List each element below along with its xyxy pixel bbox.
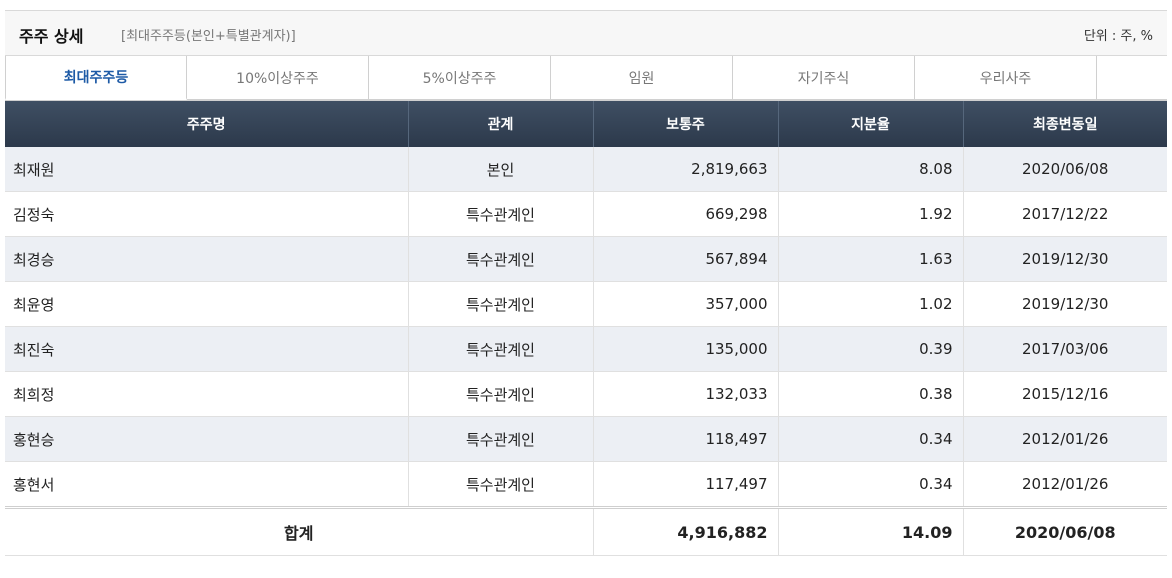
cell-ratio: 0.34 xyxy=(778,416,964,462)
cell-name: 최경승 xyxy=(5,236,409,282)
table-row: 김정숙 특수관계인 669,298 1.92 2017/12/22 xyxy=(5,191,1167,237)
tab-executives[interactable]: 임원 xyxy=(551,56,733,100)
column-header-relation: 관계 xyxy=(408,101,594,147)
column-header-last-change-date: 최종변동일 xyxy=(963,101,1167,147)
section-header: 주주 상세 [최대주주등(본인+특별관계자)] 단위 : 주, % xyxy=(5,10,1167,56)
cell-ratio: 0.38 xyxy=(778,371,964,417)
cell-ratio: 1.02 xyxy=(778,281,964,327)
cell-ratio: 0.34 xyxy=(778,461,964,508)
cell-date: 2020/06/08 xyxy=(963,147,1167,192)
table-header: 주주명 관계 보통주 지분율 최종변동일 xyxy=(5,101,1167,147)
cell-relation: 특수관계인 xyxy=(408,461,594,508)
total-date: 2020/06/08 xyxy=(963,506,1167,556)
cell-date: 2015/12/16 xyxy=(963,371,1167,417)
cell-name: 최윤영 xyxy=(5,281,409,327)
tab-employee-stock[interactable]: 우리사주 xyxy=(915,56,1097,100)
cell-relation: 특수관계인 xyxy=(408,281,594,327)
shareholder-table: 주주명 관계 보통주 지분율 최종변동일 최재원 본인 2,819,663 8.… xyxy=(5,101,1167,556)
cell-shares: 118,497 xyxy=(593,416,779,462)
table-row: 최경승 특수관계인 567,894 1.63 2019/12/30 xyxy=(5,236,1167,282)
cell-shares: 2,819,663 xyxy=(593,147,779,192)
tab-5pct-shareholders[interactable]: 5%이상주주 xyxy=(369,56,551,100)
cell-name: 김정숙 xyxy=(5,191,409,237)
cell-ratio: 8.08 xyxy=(778,147,964,192)
total-ratio: 14.09 xyxy=(778,506,964,556)
section-title: 주주 상세 xyxy=(19,27,84,46)
table-row: 최희정 특수관계인 132,033 0.38 2015/12/16 xyxy=(5,371,1167,417)
column-header-name: 주주명 xyxy=(5,101,409,147)
table-row: 홍현승 특수관계인 118,497 0.34 2012/01/26 xyxy=(5,416,1167,462)
cell-relation: 본인 xyxy=(408,147,594,192)
table-row: 최윤영 특수관계인 357,000 1.02 2019/12/30 xyxy=(5,281,1167,327)
tab-bar-filler xyxy=(1097,56,1167,100)
cell-date: 2019/12/30 xyxy=(963,281,1167,327)
tab-10pct-shareholders[interactable]: 10%이상주주 xyxy=(187,56,369,100)
cell-name: 홍현승 xyxy=(5,416,409,462)
unit-label: 단위 : 주, % xyxy=(1083,29,1153,44)
tab-largest-shareholders[interactable]: 최대주주등 xyxy=(5,56,187,100)
cell-relation: 특수관계인 xyxy=(408,191,594,237)
table-row: 홍현서 특수관계인 117,497 0.34 2012/01/26 xyxy=(5,461,1167,508)
cell-shares: 135,000 xyxy=(593,326,779,372)
table-total-row: 합계 4,916,882 14.09 2020/06/08 xyxy=(5,506,1167,556)
cell-ratio: 0.39 xyxy=(778,326,964,372)
total-shares: 4,916,882 xyxy=(593,506,779,556)
cell-shares: 357,000 xyxy=(593,281,779,327)
cell-name: 최재원 xyxy=(5,147,409,192)
table-body: 최재원 본인 2,819,663 8.08 2020/06/08 김정숙 특수관… xyxy=(5,147,1167,508)
cell-shares: 132,033 xyxy=(593,371,779,417)
total-label: 합계 xyxy=(5,506,594,556)
table-row: 최재원 본인 2,819,663 8.08 2020/06/08 xyxy=(5,147,1167,192)
table-row: 최진숙 특수관계인 135,000 0.39 2017/03/06 xyxy=(5,326,1167,372)
column-header-common-shares: 보통주 xyxy=(593,101,779,147)
section-subtitle: [최대주주등(본인+특별관계자)] xyxy=(121,29,296,44)
column-header-ratio: 지분율 xyxy=(778,101,964,147)
shareholder-detail-panel: 주주 상세 [최대주주등(본인+특별관계자)] 단위 : 주, % 최대주주등 … xyxy=(5,10,1167,556)
cell-relation: 특수관계인 xyxy=(408,416,594,462)
cell-relation: 특수관계인 xyxy=(408,371,594,417)
cell-relation: 특수관계인 xyxy=(408,326,594,372)
cell-date: 2012/01/26 xyxy=(963,416,1167,462)
tab-bar: 최대주주등 10%이상주주 5%이상주주 임원 자기주식 우리사주 xyxy=(5,56,1167,101)
cell-shares: 669,298 xyxy=(593,191,779,237)
cell-shares: 117,497 xyxy=(593,461,779,508)
cell-name: 홍현서 xyxy=(5,461,409,508)
cell-ratio: 1.92 xyxy=(778,191,964,237)
cell-relation: 특수관계인 xyxy=(408,236,594,282)
cell-shares: 567,894 xyxy=(593,236,779,282)
cell-date: 2017/03/06 xyxy=(963,326,1167,372)
cell-date: 2012/01/26 xyxy=(963,461,1167,508)
cell-date: 2017/12/22 xyxy=(963,191,1167,237)
cell-name: 최진숙 xyxy=(5,326,409,372)
cell-name: 최희정 xyxy=(5,371,409,417)
cell-date: 2019/12/30 xyxy=(963,236,1167,282)
tab-treasury-stock[interactable]: 자기주식 xyxy=(733,56,915,100)
cell-ratio: 1.63 xyxy=(778,236,964,282)
